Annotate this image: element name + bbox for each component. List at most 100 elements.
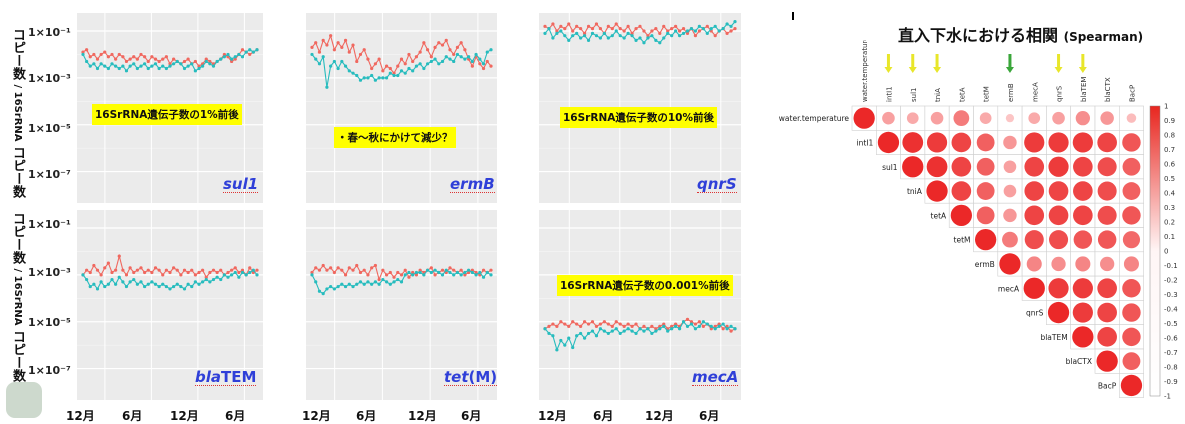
data-point <box>709 327 713 331</box>
corr-circle <box>1122 157 1141 176</box>
data-point <box>384 273 389 277</box>
data-point <box>567 38 571 42</box>
data-point <box>677 327 682 331</box>
data-point <box>555 29 559 33</box>
data-point <box>717 29 721 33</box>
highlight-arrow-head <box>1078 67 1087 73</box>
data-point <box>429 266 433 270</box>
data-point <box>384 280 389 284</box>
data-point <box>470 59 474 64</box>
data-point <box>314 280 318 284</box>
data-point <box>674 322 678 326</box>
data-point <box>117 254 121 258</box>
corr-circle <box>1026 256 1042 272</box>
data-point <box>448 57 452 61</box>
data-point <box>709 27 713 31</box>
data-point <box>204 59 208 64</box>
data-point <box>193 59 197 64</box>
data-point <box>373 263 377 268</box>
data-point <box>713 327 717 331</box>
data-point <box>478 270 482 275</box>
colorbar-tick-label: 0.8 <box>1164 132 1175 140</box>
data-point <box>440 268 445 272</box>
data-point <box>448 266 452 270</box>
corr-circle <box>1075 256 1091 272</box>
column-label: blaCTX <box>1104 77 1112 102</box>
data-point <box>208 59 212 64</box>
data-point <box>106 55 110 59</box>
data-point <box>610 324 614 328</box>
data-point <box>208 270 212 275</box>
data-point <box>630 31 634 35</box>
corr-circle <box>1072 302 1093 323</box>
data-point <box>658 324 662 328</box>
data-point <box>92 282 96 286</box>
data-point <box>634 27 638 31</box>
data-point <box>598 27 603 31</box>
data-point <box>559 338 563 343</box>
data-point <box>310 273 314 277</box>
data-point <box>355 59 359 64</box>
data-point <box>150 270 154 275</box>
data-point <box>414 55 419 59</box>
data-point <box>654 329 658 333</box>
data-point <box>197 66 201 71</box>
data-point <box>146 59 150 64</box>
data-point <box>114 57 118 61</box>
data-point <box>255 268 259 272</box>
corr-circle <box>1096 350 1118 372</box>
colorbar-tick-label: -0.5 <box>1164 320 1178 328</box>
data-point <box>470 270 474 275</box>
data-point <box>233 57 237 61</box>
y-axis-title-bottom-tail: コピー数 <box>10 330 25 383</box>
data-point <box>590 27 595 31</box>
data-point <box>321 263 325 268</box>
data-point <box>186 270 190 275</box>
matrix-cell <box>1070 105 1096 131</box>
data-point <box>448 48 452 52</box>
data-point <box>729 24 733 28</box>
corr-circle <box>926 132 948 153</box>
data-point <box>182 287 187 291</box>
data-point <box>381 76 385 80</box>
data-point <box>190 62 194 66</box>
data-point <box>388 270 392 275</box>
data-point <box>650 34 654 38</box>
data-point <box>351 284 355 289</box>
data-point <box>626 31 630 35</box>
data-point <box>559 29 563 33</box>
ytick-bot-4: 1×10⁻⁷ <box>28 364 71 377</box>
colorbar-tick-label: -0.4 <box>1164 306 1178 314</box>
data-point <box>590 31 595 35</box>
corr-circle <box>1049 230 1069 250</box>
corr-circle <box>1122 279 1141 298</box>
data-point <box>407 270 411 275</box>
data-point <box>571 34 575 38</box>
corr-circle <box>951 132 972 153</box>
data-point <box>336 66 340 71</box>
data-point <box>222 55 226 59</box>
data-point <box>582 31 587 35</box>
ytick-bot-2: 1×10⁻³ <box>28 266 71 279</box>
data-point <box>489 64 493 68</box>
data-point <box>343 284 348 289</box>
data-point <box>388 282 392 286</box>
data-point <box>233 270 237 275</box>
data-point <box>448 270 452 275</box>
data-point <box>452 268 456 272</box>
data-point <box>622 29 626 33</box>
corr-circle <box>1047 301 1070 324</box>
gene-label-tetM: tet(M) <box>444 370 498 386</box>
colorbar-tick-label: -0.2 <box>1164 277 1178 285</box>
data-point <box>219 268 223 272</box>
data-point <box>638 36 642 40</box>
data-point <box>594 334 599 338</box>
data-point <box>121 55 125 59</box>
data-point <box>150 64 154 68</box>
data-point <box>626 322 630 326</box>
data-point <box>437 62 441 66</box>
data-point <box>230 273 234 277</box>
data-point <box>474 270 478 275</box>
data-point <box>128 64 132 68</box>
xtick-p3-1: 12月 <box>538 409 567 423</box>
